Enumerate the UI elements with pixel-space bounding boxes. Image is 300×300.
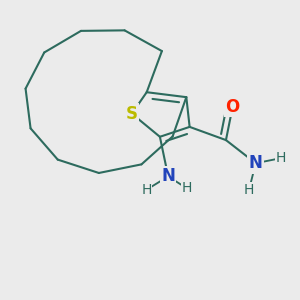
Text: H: H (142, 183, 152, 196)
Text: N: N (249, 154, 262, 172)
Text: H: H (244, 183, 254, 196)
Text: S: S (126, 105, 138, 123)
Text: H: H (275, 151, 286, 165)
Text: H: H (181, 181, 191, 195)
Text: N: N (161, 167, 175, 185)
Text: O: O (225, 98, 240, 116)
